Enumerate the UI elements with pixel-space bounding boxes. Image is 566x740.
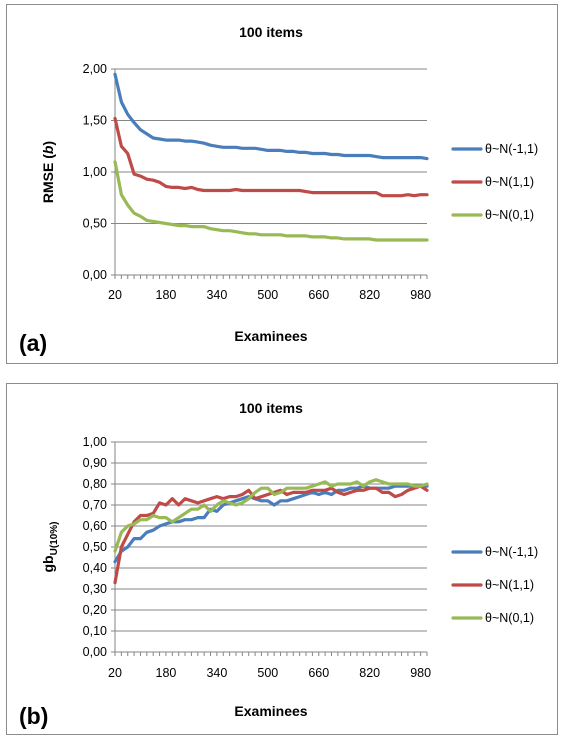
y-tick-label: 0,00 (83, 268, 107, 282)
y-tick-label: 2,00 (83, 62, 107, 76)
y-tick-label: 0,70 (83, 498, 107, 512)
panel-label: (b) (19, 703, 48, 729)
y-tick-label: 0,60 (83, 519, 107, 533)
x-tick-label: 980 (410, 288, 431, 302)
x-tick-label: 820 (359, 666, 380, 680)
series-line-1 (113, 72, 429, 161)
x-tick-label: 180 (156, 666, 177, 680)
chart-b-svg: 100 items 0,00 0,10 0,20 0,30 0,40 0,50 0,60 0,7… (19, 400, 538, 729)
y-axis-label: gbU(10%) (40, 521, 60, 572)
y-tick-label: 0,40 (83, 561, 107, 575)
y-tick-label: 0,50 (83, 217, 107, 231)
legend-label-2: θ~N(1,1) (485, 578, 534, 592)
y-tick-label: 0,90 (83, 456, 107, 470)
legend-label-2: θ~N(1,1) (485, 175, 534, 189)
y-axis-label-close: ) (40, 141, 56, 146)
x-tick-label: 340 (206, 666, 227, 680)
x-tick-label: 340 (206, 288, 227, 302)
panel-label: (a) (19, 330, 47, 356)
y-tick-label: 0,80 (83, 477, 107, 491)
chart-panel-a: 100 items 0,00 0,50 1,00 1,50 2,00 20 180 340 500… (6, 4, 558, 364)
x-tick-label: 660 (308, 288, 329, 302)
legend-label-3: θ~N(0,1) (485, 208, 534, 222)
x-tick-label: 20 (108, 666, 122, 680)
y-tick-label: 1,00 (83, 435, 107, 449)
chart-title: 100 items (239, 400, 303, 416)
y-axis-label: RMSE (b) (40, 141, 56, 203)
x-tick-label: 20 (108, 288, 122, 302)
series-line-3 (113, 160, 429, 242)
x-tick-label: 500 (257, 666, 278, 680)
x-axis-label: Examinees (234, 328, 307, 344)
x-tick-label: 820 (359, 288, 380, 302)
chart-panel-b: 100 items 0,00 0,10 0,20 0,30 0,40 0,50 0,60 0,7… (6, 383, 558, 735)
x-tick-label: 660 (308, 666, 329, 680)
y-tick-label: 0,10 (83, 624, 107, 638)
y-axis-label-main: gb (40, 555, 56, 572)
legend-label-1: θ~N(-1,1) (485, 142, 538, 156)
y-axis-label-subscript: U(10%) (49, 521, 60, 555)
chart-title: 100 items (239, 24, 303, 40)
y-tick-label: 1,00 (83, 165, 107, 179)
chart-a-svg: 100 items 0,00 0,50 1,00 1,50 2,00 20 180 340 500… (19, 24, 538, 356)
y-tick-label: 0,20 (83, 603, 107, 617)
y-tick-label: 0,50 (83, 540, 107, 554)
x-axis-label: Examinees (234, 703, 307, 719)
series-line-1 (113, 484, 429, 564)
y-axis-label-italic: b (40, 145, 56, 154)
legend-label-1: θ~N(-1,1) (485, 545, 538, 559)
x-tick-label: 980 (410, 666, 431, 680)
y-tick-label: 0,30 (83, 582, 107, 596)
y-tick-label: 1,50 (83, 114, 107, 128)
series-line-3 (113, 478, 429, 553)
x-tick-label: 180 (156, 288, 177, 302)
series-line-2 (113, 116, 429, 198)
x-tick-label: 500 (257, 288, 278, 302)
y-tick-label: 0,00 (83, 645, 107, 659)
y-axis-label-main: RMSE ( (40, 154, 56, 203)
legend-label-3: θ~N(0,1) (485, 611, 534, 625)
